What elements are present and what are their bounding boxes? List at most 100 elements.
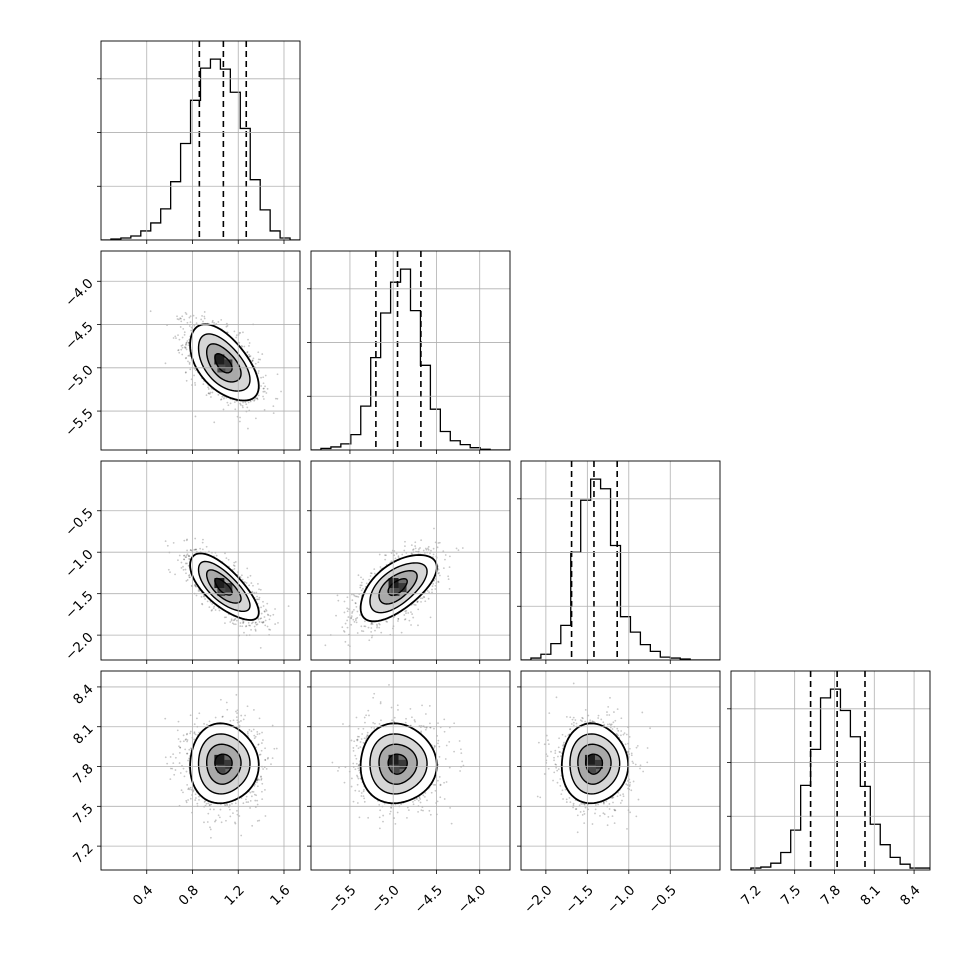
sample-point	[240, 714, 243, 717]
sample-point	[368, 639, 371, 642]
sample-point	[178, 338, 181, 341]
sample-point	[256, 778, 259, 781]
sample-point	[189, 576, 191, 579]
sample-point	[252, 584, 254, 587]
sample-point	[253, 399, 255, 402]
sample-point	[240, 574, 243, 577]
sample-point	[461, 547, 464, 549]
sample-point	[341, 626, 344, 629]
sample-point	[188, 558, 191, 560]
sample-point	[187, 788, 190, 791]
sample-point	[233, 565, 236, 567]
sample-point	[177, 349, 180, 352]
sample-point	[225, 819, 227, 822]
sample-point	[455, 547, 458, 550]
sample-point	[247, 338, 249, 341]
sample-point	[431, 585, 434, 587]
sample-point	[185, 379, 188, 382]
sample-point	[355, 621, 358, 624]
sample-point	[269, 628, 272, 631]
sample-point	[360, 581, 363, 584]
sample-point	[427, 545, 430, 548]
sample-point	[264, 374, 267, 377]
sample-point	[249, 400, 252, 403]
sample-point	[258, 598, 261, 601]
sample-point	[242, 331, 244, 334]
sample-point	[437, 542, 440, 544]
sample-point	[194, 733, 197, 736]
sample-point	[189, 747, 192, 750]
sample-point	[239, 416, 241, 419]
sample-point	[354, 602, 357, 605]
sample-point	[346, 619, 349, 622]
sample-point	[343, 631, 346, 633]
sample-point	[189, 549, 192, 552]
sample-point	[220, 398, 222, 401]
sample-point	[397, 620, 399, 622]
sample-point	[195, 322, 198, 325]
sample-point	[234, 561, 237, 563]
sample-point	[403, 614, 406, 616]
sample-point	[408, 619, 411, 622]
sample-point	[245, 795, 248, 798]
sample-point	[263, 610, 266, 613]
sample-point	[226, 324, 229, 327]
sample-point	[207, 812, 210, 815]
sample-point	[434, 578, 437, 580]
sample-point	[257, 394, 260, 397]
sample-point	[404, 540, 406, 543]
sample-point	[412, 549, 414, 551]
sample-point	[357, 574, 360, 577]
sample-point	[417, 608, 420, 611]
sample-point	[188, 788, 191, 791]
sample-point	[169, 571, 171, 574]
sample-point	[346, 596, 349, 599]
sample-point	[245, 582, 248, 584]
sample-point	[195, 585, 198, 588]
sample-point	[245, 403, 248, 406]
sample-point	[444, 558, 446, 561]
x-tick-label: 8.1	[857, 882, 884, 909]
sample-point	[243, 345, 246, 348]
sample-point	[244, 401, 247, 404]
sample-point	[235, 334, 238, 337]
sample-point	[184, 371, 187, 374]
sample-point	[203, 595, 206, 598]
sample-point	[438, 541, 441, 544]
sample-point	[256, 397, 259, 400]
sample-point	[217, 393, 220, 396]
sample-point	[226, 331, 229, 334]
sample-point	[241, 625, 244, 628]
sample-point	[184, 371, 187, 373]
sample-point	[249, 574, 252, 577]
sample-point	[231, 622, 234, 625]
sample-point	[257, 351, 260, 354]
sample-point	[225, 557, 228, 560]
sample-point	[202, 595, 205, 597]
sample-point	[249, 624, 251, 627]
sample-point	[354, 595, 357, 598]
sample-point	[212, 607, 215, 610]
sample-point	[352, 618, 355, 621]
sample-point	[229, 621, 232, 623]
sample-point	[397, 618, 400, 620]
sample-point	[194, 537, 197, 540]
sample-point	[194, 384, 197, 386]
density-panel-p2-p3	[307, 460, 511, 664]
sample-point	[344, 622, 347, 625]
contour-level	[205, 569, 242, 604]
sample-point	[336, 594, 339, 597]
sample-point	[184, 562, 187, 565]
sample-point	[225, 616, 227, 619]
sample-point	[187, 355, 190, 357]
sample-point	[246, 351, 249, 354]
sample-point	[241, 345, 244, 348]
sample-point	[248, 345, 250, 347]
y-tick-label: −5.0	[62, 362, 96, 396]
sample-point	[371, 622, 373, 625]
sample-point	[376, 623, 378, 626]
sample-point	[194, 415, 197, 418]
sample-point	[174, 769, 177, 771]
sample-point	[277, 621, 279, 624]
sample-point	[444, 554, 447, 556]
